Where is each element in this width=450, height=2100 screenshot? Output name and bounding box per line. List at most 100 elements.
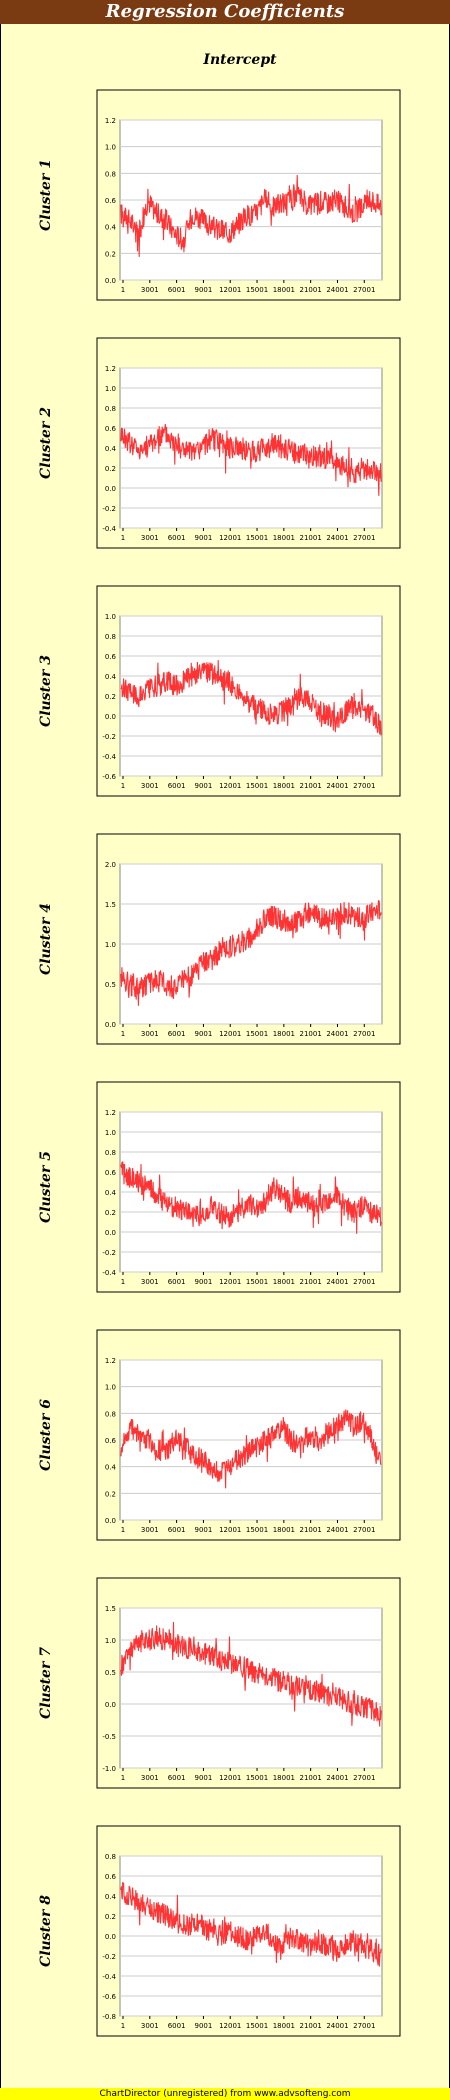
y-tick-label: -0.5	[102, 1733, 116, 1741]
x-tick-label: 6001	[168, 1278, 186, 1286]
y-tick-label: 0.0	[105, 1021, 116, 1029]
x-tick-label: 27001	[353, 1774, 375, 1782]
x-tick-label: 3001	[141, 534, 159, 542]
x-tick-label: 24001	[326, 2022, 348, 2030]
y-tick-label: 0.0	[105, 485, 116, 493]
y-tick-label: 0.6	[105, 1169, 117, 1177]
x-tick-label: 9001	[195, 1526, 213, 1534]
y-tick-label: -0.6	[102, 773, 116, 781]
y-tick-label: 0.4	[105, 1464, 117, 1472]
y-tick-label: 0.5	[105, 1669, 116, 1677]
y-tick-label: 1.2	[105, 1357, 116, 1365]
y-tick-label: -0.4	[102, 753, 116, 761]
series-line	[120, 1881, 382, 1967]
x-tick-label: 12001	[219, 534, 241, 542]
x-tick-label: 27001	[353, 782, 375, 790]
y-tick-label: 0.4	[105, 224, 117, 232]
series-line	[120, 1621, 382, 1727]
y-tick-label: -0.6	[102, 1993, 116, 2001]
x-tick-label: 24001	[326, 286, 348, 294]
y-tick-label: 0.4	[105, 1893, 117, 1901]
x-tick-label: 9001	[195, 1030, 213, 1038]
x-tick-label: 1	[121, 2022, 125, 2030]
x-tick-label: 15001	[246, 534, 268, 542]
y-tick-label: 0.0	[105, 1517, 116, 1525]
x-tick-label: 6001	[168, 782, 186, 790]
x-tick-label: 18001	[273, 1774, 295, 1782]
y-tick-label: 0.0	[105, 713, 116, 721]
y-tick-label: 0.2	[105, 1209, 116, 1217]
x-tick-label: 24001	[326, 1526, 348, 1534]
y-tick-label: 0.2	[105, 250, 116, 258]
x-tick-label: 6001	[168, 1526, 186, 1534]
y-tick-label: -0.2	[102, 1953, 116, 1961]
y-tick-label: 0.6	[105, 197, 117, 205]
x-tick-label: 18001	[273, 2022, 295, 2030]
x-tick-label: 3001	[141, 782, 159, 790]
y-tick-label: 0.2	[105, 1490, 116, 1498]
y-tick-label: 1.2	[105, 1109, 116, 1117]
y-tick-label: -0.4	[102, 1973, 116, 1981]
x-tick-label: 18001	[273, 782, 295, 790]
chart-3: -0.6 -0.4 -0.2 0.0 0.2 0.4 0.6 0.8 1.0 1 3001 6001 9…	[38, 585, 401, 797]
y-tick-label: 0.6	[105, 1437, 117, 1445]
x-tick-label: 1	[121, 1030, 125, 1038]
cluster-label: Cluster 6	[38, 1399, 54, 1471]
x-tick-label: 18001	[273, 1278, 295, 1286]
cluster-label: Cluster 4	[38, 903, 54, 975]
y-tick-label: 2.0	[105, 861, 116, 869]
cluster-label: Cluster 7	[38, 1647, 54, 1719]
x-tick-label: 21001	[300, 782, 322, 790]
x-tick-label: 6001	[168, 1030, 186, 1038]
y-tick-label: 1.0	[105, 1384, 116, 1392]
y-tick-label: 0.8	[105, 1149, 116, 1157]
x-tick-label: 3001	[141, 1774, 159, 1782]
chart-2: -0.4 -0.2 0.0 0.2 0.4 0.6 0.8 1.0 1.2 1 3001 6001 90…	[38, 337, 401, 549]
y-tick-label: -0.4	[102, 1269, 116, 1277]
y-tick-label: 1.0	[105, 144, 116, 152]
x-tick-label: 9001	[195, 534, 213, 542]
y-tick-label: 1.0	[105, 613, 116, 621]
y-tick-label: 0.8	[105, 633, 116, 641]
x-tick-label: 21001	[300, 1774, 322, 1782]
x-tick-label: 3001	[141, 286, 159, 294]
x-tick-label: 1	[121, 534, 125, 542]
y-tick-label: 0.6	[105, 1873, 117, 1881]
y-tick-label: 1.0	[105, 941, 116, 949]
y-tick-label: 0.0	[105, 1229, 116, 1237]
y-tick-label: 0.6	[105, 425, 117, 433]
series-line	[120, 174, 382, 258]
x-tick-label: 24001	[326, 1030, 348, 1038]
x-tick-label: 21001	[300, 1278, 322, 1286]
x-tick-label: 18001	[273, 286, 295, 294]
y-tick-label: -0.8	[102, 2013, 116, 2021]
cluster-label: Cluster 3	[38, 655, 54, 727]
chart-8: -0.8 -0.6 -0.4 -0.2 0.0 0.2 0.4 0.6 0.8 1 3001 6001…	[38, 1825, 401, 2037]
x-tick-label: 24001	[326, 534, 348, 542]
y-tick-label: 1.0	[105, 1637, 116, 1645]
x-tick-label: 15001	[246, 1774, 268, 1782]
x-tick-label: 21001	[300, 286, 322, 294]
cluster-label: Cluster 5	[38, 1151, 54, 1223]
x-tick-label: 12001	[219, 286, 241, 294]
x-tick-label: 27001	[353, 534, 375, 542]
series-line	[120, 1161, 382, 1235]
y-tick-label: 0.2	[105, 693, 116, 701]
y-tick-label: 1.5	[105, 901, 116, 909]
x-tick-label: 9001	[195, 1774, 213, 1782]
x-tick-label: 15001	[246, 2022, 268, 2030]
x-tick-label: 15001	[246, 286, 268, 294]
x-tick-label: 1	[121, 286, 125, 294]
y-tick-label: 1.0	[105, 385, 116, 393]
y-tick-label: 0.6	[105, 653, 117, 661]
chart-1: 0.0 0.2 0.4 0.6 0.8 1.0 1.2 1 3001 6001 9001 12001 1…	[38, 89, 401, 301]
x-tick-label: 3001	[141, 1278, 159, 1286]
x-tick-label: 6001	[168, 2022, 186, 2030]
y-tick-label: 0.0	[105, 277, 116, 285]
x-tick-label: 21001	[300, 2022, 322, 2030]
x-tick-label: 27001	[353, 286, 375, 294]
series-line	[120, 1409, 382, 1489]
x-tick-label: 21001	[300, 1030, 322, 1038]
x-tick-label: 12001	[219, 2022, 241, 2030]
